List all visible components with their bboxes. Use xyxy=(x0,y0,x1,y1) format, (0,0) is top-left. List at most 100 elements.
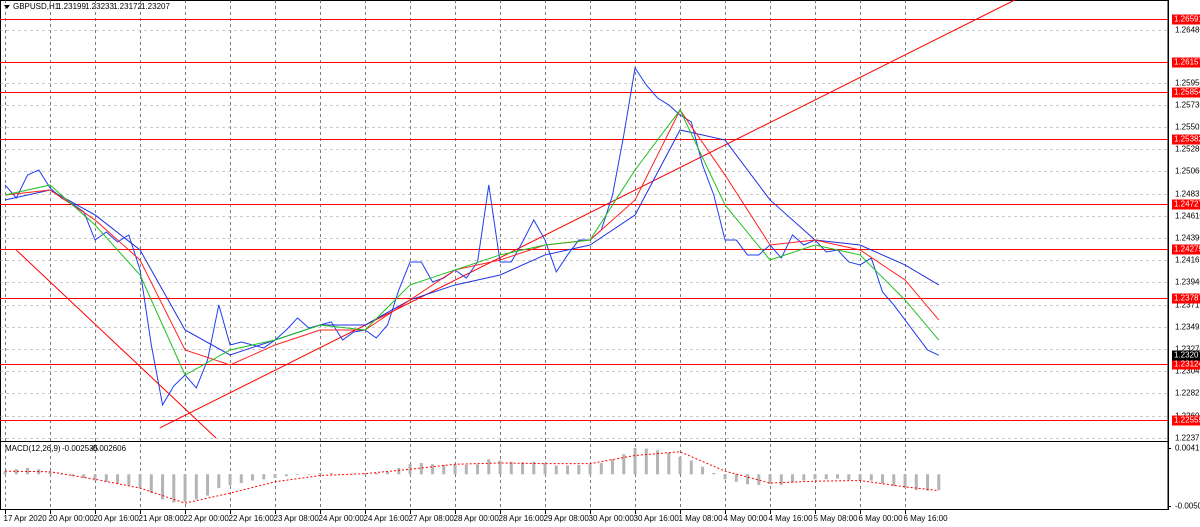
x-tick-label: 1 May 08:00 xyxy=(679,514,724,523)
macd-bar xyxy=(701,466,705,475)
macd-bar xyxy=(138,474,142,489)
header-low: 1.23172 xyxy=(113,2,142,11)
y-tick-label: 0.004191 xyxy=(1175,444,1200,453)
macd-bar xyxy=(712,473,716,475)
macd-bar xyxy=(386,471,390,475)
macd-bar xyxy=(273,474,277,479)
macd-bar xyxy=(566,465,570,475)
macd-bar xyxy=(858,474,862,481)
current-price-bg xyxy=(1172,350,1200,361)
macd-bar xyxy=(172,474,176,503)
x-tick-label: 29 Apr 08:00 xyxy=(544,514,590,523)
level-label-bg xyxy=(1172,14,1200,25)
macd-bar xyxy=(374,473,378,475)
macd-bar xyxy=(892,474,896,487)
x-tick-label: 5 May 08:00 xyxy=(814,514,859,523)
level-label: 1.24275 xyxy=(1174,245,1200,254)
macd-bar xyxy=(509,461,513,475)
symbol: GBPUSD,H1 xyxy=(13,2,60,11)
x-tick-label: 20 Apr 16:00 xyxy=(94,514,140,523)
macd-bar xyxy=(577,464,581,475)
x-tick-label: 6 May 16:00 xyxy=(904,514,949,523)
macd-bar xyxy=(239,474,243,484)
header-open: 1.23199 xyxy=(57,2,86,11)
x-tick-label: 24 Apr 00:00 xyxy=(319,514,365,523)
x-tick-label: 4 May 00:00 xyxy=(724,514,769,523)
y-tick-label: 1.25280 xyxy=(1175,145,1200,154)
macd-bar xyxy=(937,474,941,490)
macd-bar xyxy=(847,474,851,480)
macd-bar xyxy=(622,454,626,475)
y-tick-label: 1.25950 xyxy=(1175,79,1200,88)
macd-bar xyxy=(442,464,446,475)
macd-bar xyxy=(352,473,356,475)
macd-bar xyxy=(161,474,165,500)
macd-bar xyxy=(521,462,525,475)
level-label-bg xyxy=(1172,359,1200,370)
macd-bar xyxy=(678,456,682,475)
macd-bar xyxy=(926,474,930,491)
macd-bar xyxy=(3,471,7,475)
y-tick-label: 1.24165 xyxy=(1175,256,1200,265)
level-label: 1.25382 xyxy=(1174,135,1200,144)
macd-bar xyxy=(149,474,153,494)
macd-label: MACD(12,26,9) xyxy=(5,444,61,453)
y-tick-label: 1.25060 xyxy=(1175,167,1200,176)
macd-bar xyxy=(363,473,367,475)
macd-bar xyxy=(194,474,198,500)
macd-bar xyxy=(419,462,423,475)
x-tick-label: 23 Apr 08:00 xyxy=(274,514,320,523)
x-tick-label: 27 Apr 08:00 xyxy=(409,514,455,523)
macd-bar xyxy=(296,474,300,475)
macd-bar xyxy=(813,474,817,480)
level-label: 1.26157 xyxy=(1174,58,1200,67)
x-tick-label: 28 Apr 16:00 xyxy=(499,514,545,523)
macd-bar xyxy=(656,450,660,475)
macd-bar xyxy=(431,464,435,475)
moving-average xyxy=(5,109,940,366)
macd-signal-value: -0.002606 xyxy=(90,444,127,453)
macd-bar xyxy=(116,474,120,484)
y-tick-label: 1.22375 xyxy=(1175,434,1200,443)
x-tick-label: 24 Apr 16:00 xyxy=(364,514,410,523)
x-tick-label: 28 Apr 00:00 xyxy=(454,514,500,523)
macd-bar xyxy=(734,474,738,482)
macd-bar xyxy=(667,452,671,475)
y-tick-label: 1.22825 xyxy=(1175,389,1200,398)
level-label-bg xyxy=(1172,415,1200,426)
macd-bar xyxy=(543,462,547,475)
y-tick-label: 1.23270 xyxy=(1175,345,1200,354)
macd-bar xyxy=(82,474,86,479)
macd-bar xyxy=(59,474,63,475)
y-tick-label: 1.24390 xyxy=(1175,234,1200,243)
macd-bar xyxy=(26,468,30,475)
y-tick-label: 1.23045 xyxy=(1175,367,1200,376)
y-tick-label: 1.25730 xyxy=(1175,101,1200,110)
macd-bar xyxy=(824,474,828,480)
macd-bar xyxy=(127,474,131,486)
macd-bar xyxy=(71,474,75,477)
level-label: 1.22555 xyxy=(1174,416,1200,425)
macd-bar xyxy=(903,474,907,489)
macd-bar xyxy=(554,465,558,475)
macd-bar xyxy=(476,464,480,475)
macd-bar xyxy=(914,474,918,490)
macd-bar xyxy=(397,468,401,475)
level-label: 1.23787 xyxy=(1174,294,1200,303)
trend-line xyxy=(159,0,1015,429)
macd-signal xyxy=(5,451,939,504)
level-label-bg xyxy=(1172,293,1200,304)
y-tick-label: 1.23715 xyxy=(1175,301,1200,310)
macd-bar xyxy=(779,474,783,485)
current-price-label: 1.23207 xyxy=(1174,351,1200,360)
y-tick-label: 1.24835 xyxy=(1175,190,1200,199)
x-tick-label: 20 Apr 00:00 xyxy=(49,514,95,523)
macd-bar xyxy=(464,464,468,475)
macd-bar xyxy=(723,474,727,480)
macd-bar xyxy=(768,474,772,485)
macd-bar xyxy=(217,474,221,489)
moving-average xyxy=(4,109,940,376)
macd-bar xyxy=(228,474,232,486)
